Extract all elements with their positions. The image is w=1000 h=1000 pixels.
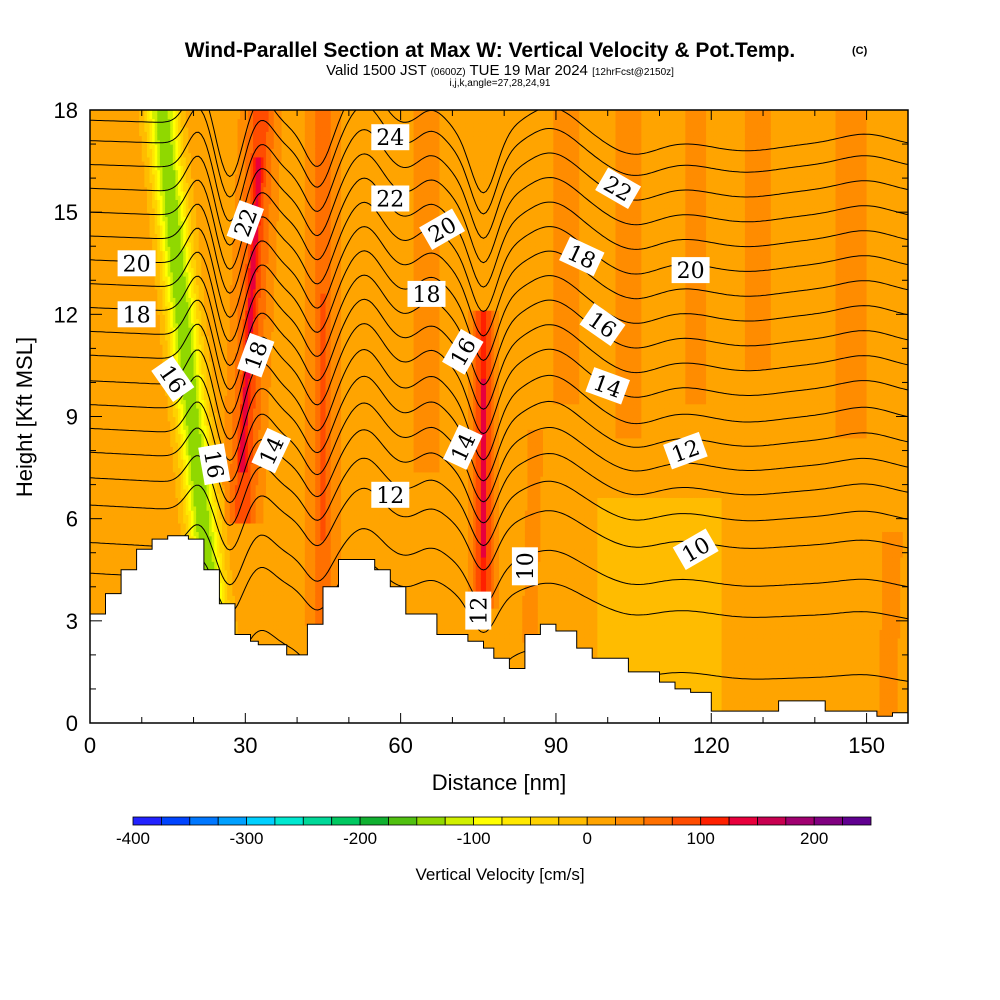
forecast-info: [12hrFcst@2150z] [592,67,674,78]
valid-date: TUE 19 Mar 2024 [470,62,588,79]
cross-section-chart: Wind-Parallel Section at Max W: Vertical… [0,0,1000,1000]
chart-subtitle: Valid 1500 JST (0600Z) TUE 19 Mar 2024 [… [326,62,674,79]
valid-time: Valid 1500 JST [326,62,426,79]
copyright-mark: (C) [852,45,868,57]
grid-index-line: i,j,k,angle=27,28,24,91 [450,78,551,89]
chart-title: Wind-Parallel Section at Max W: Vertical… [185,39,796,62]
utc-time: (0600Z) [431,67,466,78]
